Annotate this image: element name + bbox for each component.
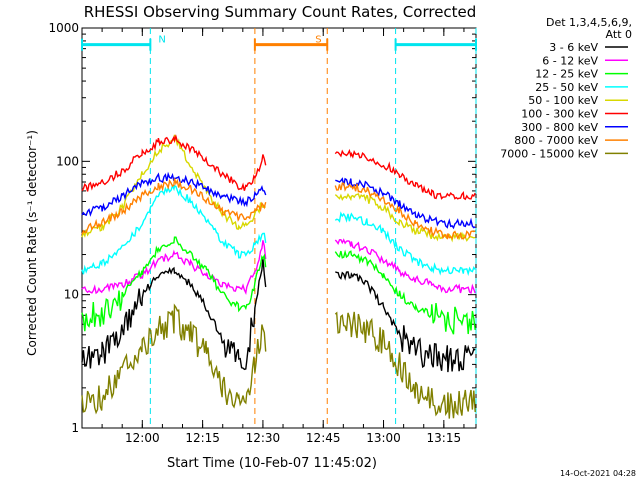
legend-label: 3 - 6 keV: [549, 41, 598, 54]
x-tick-label: 13:00: [366, 431, 401, 445]
chart-title: RHESSI Observing Summary Count Rates, Co…: [84, 3, 477, 21]
y-tick-label: 1000: [48, 21, 79, 35]
series-line: [81, 238, 476, 296]
x-tick-label: 13:15: [427, 431, 462, 445]
series-line: [81, 178, 476, 240]
x-tick-label: 12:45: [306, 431, 341, 445]
plot-area: 1 10 100 1000 12:00 12:15 12:30 12:45 13:00 13:15…: [48, 21, 477, 445]
x-tick-label: 12:15: [185, 431, 220, 445]
x-tick-label: 12:00: [125, 431, 160, 445]
series-line: [81, 236, 476, 335]
annotation-label: S: [315, 35, 321, 46]
series-line: [81, 183, 476, 277]
y-tick-label: 10: [64, 288, 79, 302]
legend-label: 800 - 7000 keV: [514, 134, 598, 147]
series-line: [81, 257, 476, 373]
timestamp-label: 14-Oct-2021 04:28: [560, 469, 636, 478]
legend-label: 6 - 12 keV: [542, 54, 598, 67]
series-line: [81, 134, 476, 243]
annotation-label: N: [158, 35, 165, 46]
legend-label: 7000 - 15000 keV: [500, 147, 598, 160]
y-tick-label: 1: [71, 421, 79, 435]
x-tick-label: 12:30: [246, 431, 281, 445]
legend-label: 100 - 300 keV: [521, 108, 598, 121]
detector-label: Det 1,3,4,5,6,9,: [546, 16, 632, 29]
legend-label: 12 - 25 keV: [535, 68, 598, 81]
series-line: [81, 303, 476, 419]
legend-label: 300 - 800 keV: [521, 121, 598, 134]
legend-label: 50 - 100 keV: [528, 94, 598, 107]
x-axis-label: Start Time (10-Feb-07 11:45:02): [167, 456, 377, 471]
attenuator-label: Att 0: [606, 28, 632, 41]
series-line: [81, 134, 476, 201]
legend-label: 25 - 50 keV: [535, 81, 598, 94]
y-axis-label: Corrected Count Rate (s⁻¹ detector⁻¹): [25, 130, 39, 356]
y-tick-label: 100: [56, 154, 79, 168]
